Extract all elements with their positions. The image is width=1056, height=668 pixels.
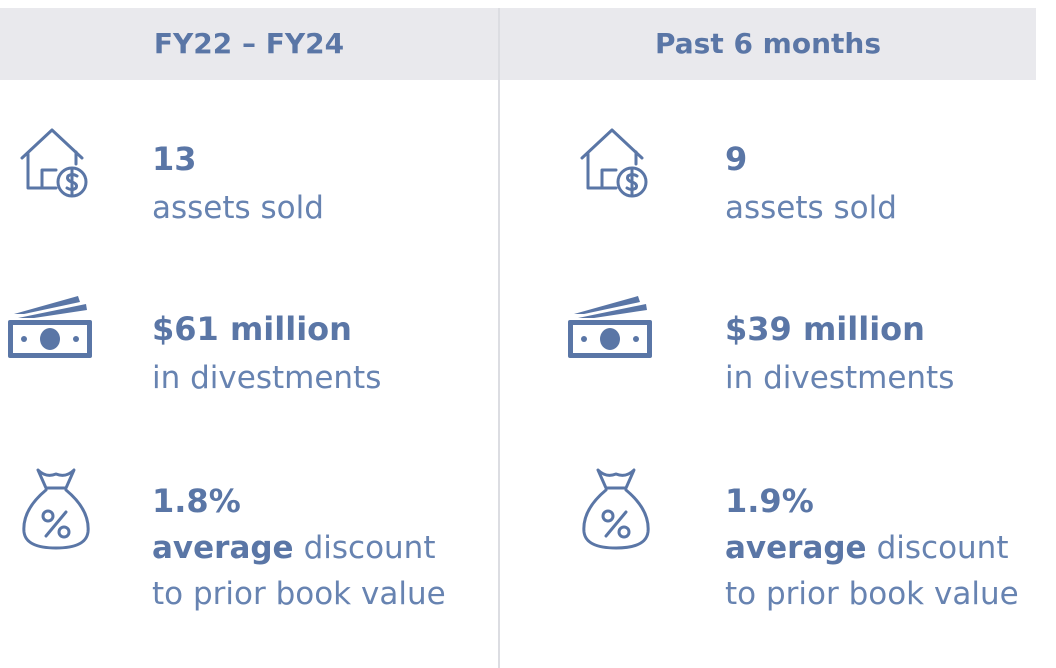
metric-icon — [576, 464, 656, 558]
metric-value: $61 million — [152, 310, 352, 348]
metric-value: 9 — [725, 140, 748, 178]
label-text: discount — [303, 530, 436, 566]
metric-label: assets sold — [725, 190, 897, 226]
metric-icon — [564, 292, 656, 366]
metric-value: $39 million — [725, 310, 925, 348]
metric-icon — [4, 292, 96, 366]
column-header: Past 6 months — [500, 8, 1036, 80]
header-text: Past 6 months — [654, 27, 882, 60]
column-header: FY22 – FY24 — [0, 8, 498, 80]
label-text: discount — [876, 530, 1009, 566]
metric-label: in divestments — [152, 360, 381, 396]
label-text: assets sold — [725, 190, 897, 226]
metric-label: average discount — [725, 530, 1008, 566]
label-text: in divestments — [725, 360, 955, 396]
metric-label: in divestments — [725, 360, 954, 396]
metric-label: assets sold — [152, 190, 324, 226]
metric-value: 1.9% — [725, 482, 814, 520]
metric-icon — [16, 464, 96, 558]
metric-label: average discount — [152, 530, 435, 566]
metric-value: 1.8% — [152, 482, 241, 520]
label-emphasis: average — [725, 530, 867, 566]
label-text: assets sold — [152, 190, 324, 226]
label-emphasis: average — [152, 530, 294, 566]
divider — [498, 8, 500, 668]
metric-label: to prior book value — [725, 576, 1019, 612]
metric-label: to prior book value — [152, 576, 446, 612]
label-text: in divestments — [152, 360, 382, 396]
metric-icon — [576, 124, 656, 208]
metric-value: 13 — [152, 140, 197, 178]
metric-icon — [16, 124, 96, 208]
header-text: FY22 – FY24 — [153, 27, 345, 60]
